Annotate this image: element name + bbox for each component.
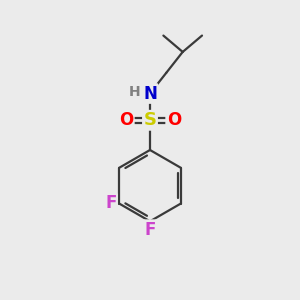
Text: F: F bbox=[105, 194, 116, 212]
Text: O: O bbox=[167, 111, 181, 129]
Text: S: S bbox=[143, 111, 157, 129]
Text: N: N bbox=[143, 85, 157, 103]
Text: O: O bbox=[119, 111, 133, 129]
Text: F: F bbox=[144, 221, 156, 239]
Text: H: H bbox=[129, 85, 140, 99]
